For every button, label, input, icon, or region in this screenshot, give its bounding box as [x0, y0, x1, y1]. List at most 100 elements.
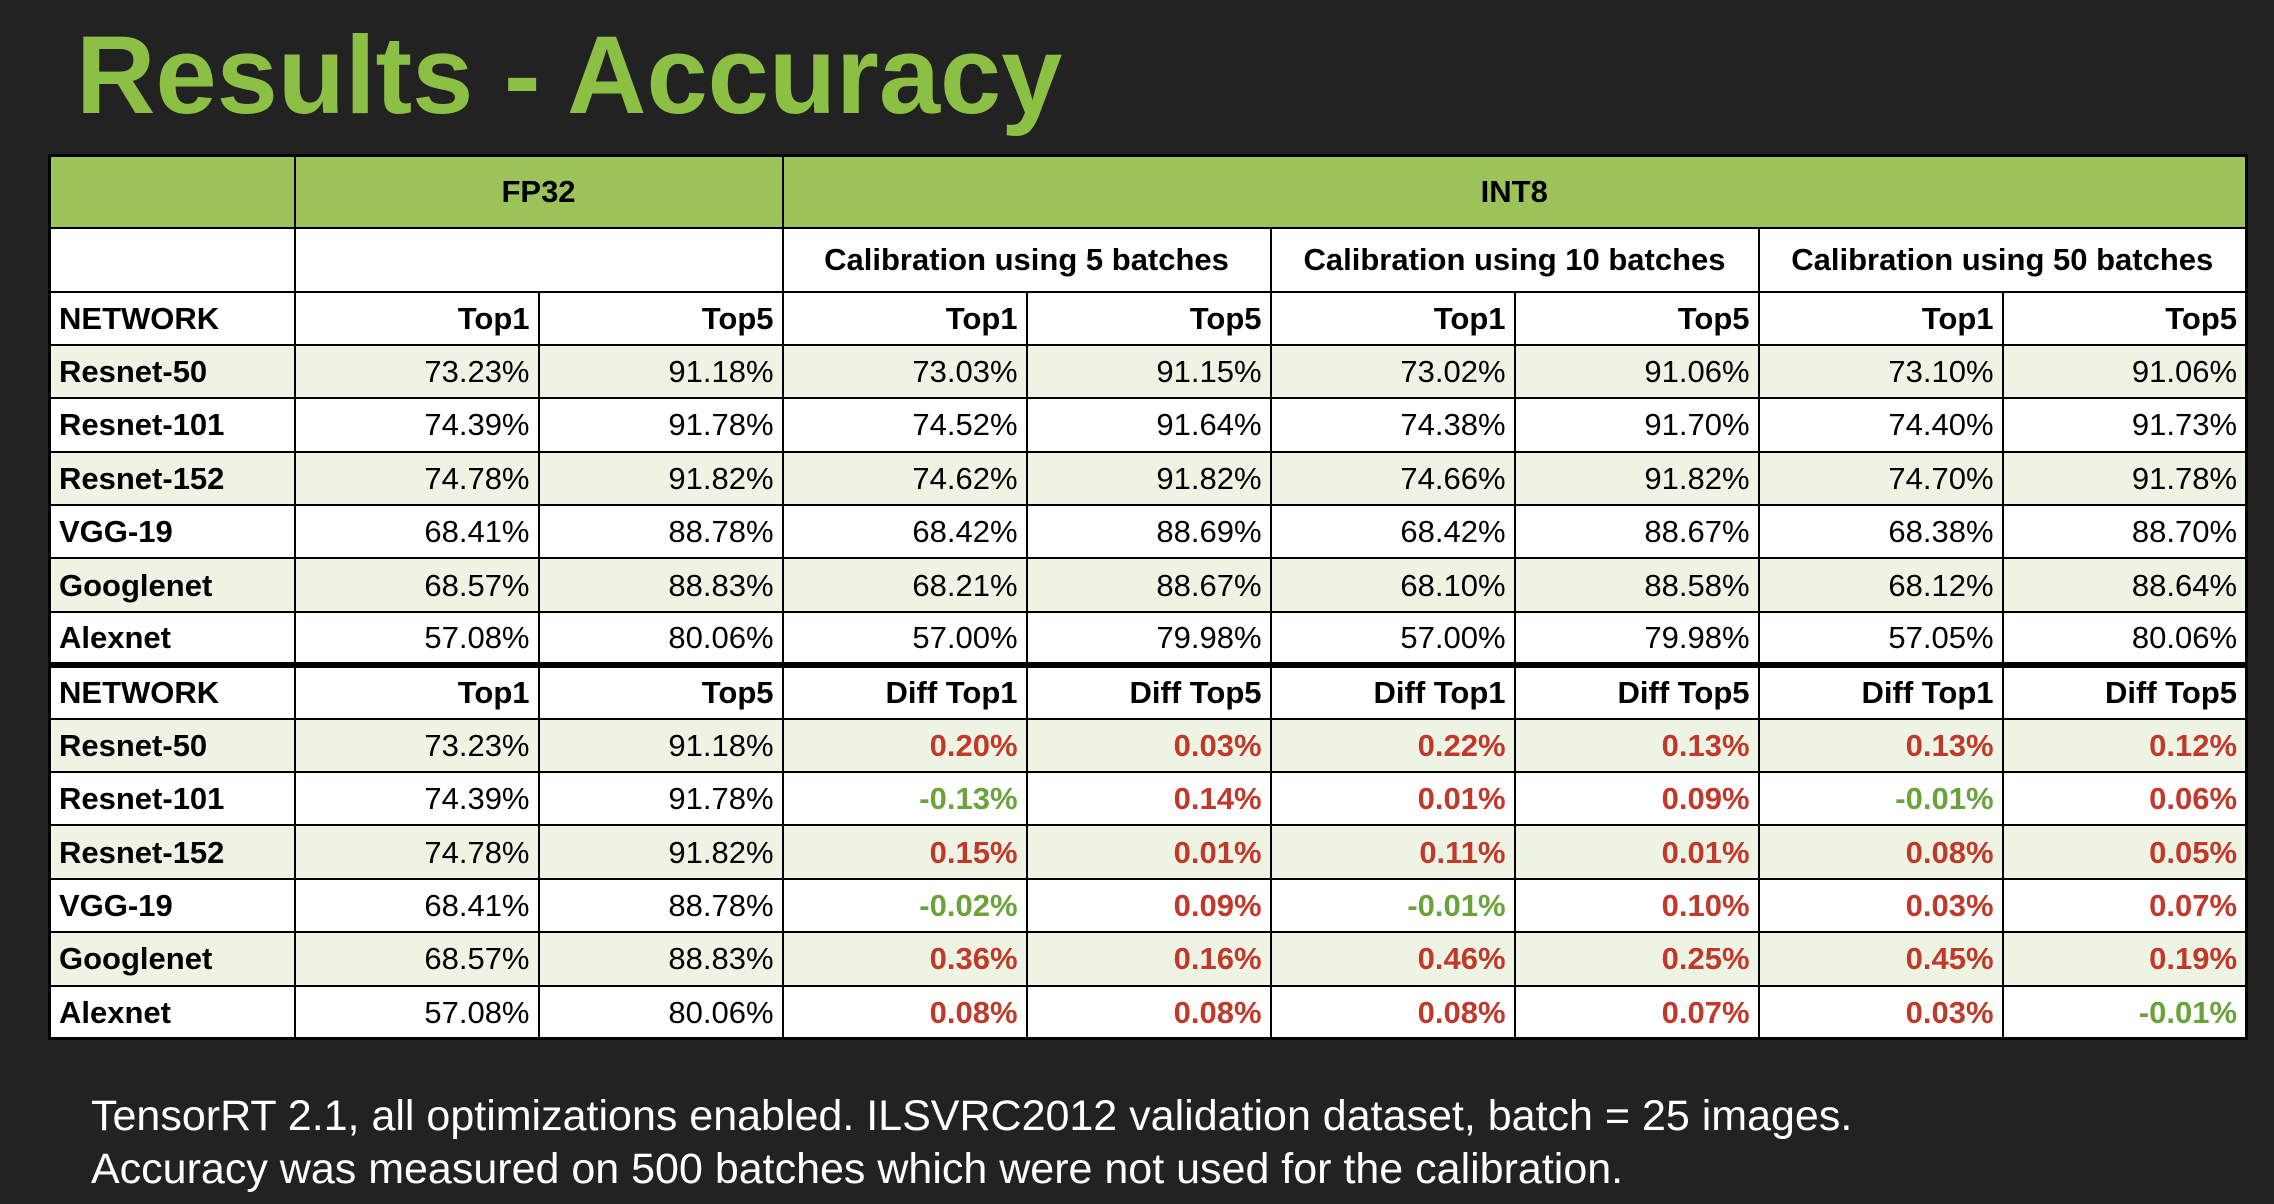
diff-value-cell: 0.22%: [1269, 717, 1516, 774]
accuracy-value-cell: 74.62%: [781, 450, 1028, 507]
network-name-cell: Resnet-101: [48, 397, 296, 453]
accuracy-value-cell: 91.06%: [1513, 343, 1760, 400]
header-empty-cell: [48, 154, 296, 229]
network-name-cell: Alexnet: [48, 610, 296, 667]
network-name-cell: Resnet-152: [48, 824, 296, 880]
diff-value-cell: 0.01%: [1025, 824, 1272, 880]
diff-value-cell: 0.12%: [2001, 717, 2248, 774]
diff-value-cell: 0.05%: [2001, 824, 2248, 880]
accuracy-value-cell: 73.03%: [781, 343, 1028, 400]
table-row: Resnet-101 74.39% 91.78% -0.13% 0.14% 0.01% 0.…: [48, 771, 2248, 827]
precision-header-row: FP32 INT8: [48, 154, 2248, 229]
diff-value-cell: 0.08%: [1269, 984, 1516, 1040]
diff-value-cell: 0.46%: [1269, 931, 1516, 987]
calibration-header-row: Calibration using 5 batches Calibration …: [48, 226, 2248, 293]
column-header: Diff Top5: [1513, 662, 1760, 720]
diff-value-cell: 0.06%: [2001, 771, 2248, 827]
accuracy-value-cell: 88.70%: [2001, 504, 2248, 560]
network-name-cell: Alexnet: [48, 984, 296, 1040]
accuracy-value-cell: 57.00%: [781, 610, 1028, 667]
subheader-empty-cell: [48, 226, 296, 293]
calibration-50-header: Calibration using 50 batches: [1757, 226, 2248, 293]
accuracy-value-cell: 91.70%: [1513, 397, 1760, 453]
accuracy-value-cell: 73.10%: [1757, 343, 2004, 400]
accuracy-value-cell: 91.82%: [1025, 450, 1272, 507]
accuracy-value-cell: 91.18%: [537, 343, 784, 400]
accuracy-value-cell: 74.70%: [1757, 450, 2004, 507]
accuracy-value-cell: 91.18%: [537, 717, 784, 774]
diff-value-cell: 0.15%: [781, 824, 1028, 880]
accuracy-value-cell: 88.67%: [1025, 557, 1272, 613]
column-header: Top1: [1269, 290, 1516, 346]
column-header: Top5: [537, 290, 784, 346]
accuracy-value-cell: 91.82%: [537, 450, 784, 507]
accuracy-value-cell: 91.64%: [1025, 397, 1272, 453]
diff-value-cell: 0.03%: [1757, 877, 2004, 934]
calibration-10-header: Calibration using 10 batches: [1269, 226, 1760, 293]
network-name-cell: VGG-19: [48, 504, 296, 560]
network-name-cell: Resnet-152: [48, 450, 296, 507]
diff-value-cell: 0.14%: [1025, 771, 1272, 827]
accuracy-value-cell: 91.73%: [2001, 397, 2248, 453]
diff-value-cell: -0.01%: [2001, 984, 2248, 1040]
accuracy-value-cell: 68.41%: [293, 504, 540, 560]
fp32-subheader-empty: [293, 226, 784, 293]
accuracy-value-cell: 68.21%: [781, 557, 1028, 613]
accuracy-value-cell: 80.06%: [2001, 610, 2248, 667]
accuracy-column-header-row: NETWORK Top1 Top5 Top1 Top5 Top1 Top5 Top1 Top5: [48, 290, 2248, 346]
column-header: Top1: [293, 290, 540, 346]
diff-value-cell: 0.01%: [1269, 771, 1516, 827]
diff-value-cell: 0.13%: [1757, 717, 2004, 774]
accuracy-value-cell: 57.08%: [293, 984, 540, 1040]
diff-value-cell: 0.01%: [1513, 824, 1760, 880]
accuracy-value-cell: 68.57%: [293, 931, 540, 987]
footnote-line-1: TensorRT 2.1, all optimizations enabled.…: [91, 1092, 1853, 1140]
column-header: Top5: [1513, 290, 1760, 346]
accuracy-value-cell: 88.78%: [537, 877, 784, 934]
table-row: Resnet-101 74.39% 91.78% 74.52% 91.64% 74.38%…: [48, 397, 2248, 453]
network-name-cell: Resnet-50: [48, 717, 296, 774]
diff-value-cell: -0.01%: [1269, 877, 1516, 934]
accuracy-value-cell: 68.38%: [1757, 504, 2004, 560]
accuracy-value-cell: 73.23%: [293, 717, 540, 774]
column-header: Top1: [781, 290, 1028, 346]
diff-value-cell: -0.13%: [781, 771, 1028, 827]
accuracy-value-cell: 88.83%: [537, 931, 784, 987]
diff-column-header-row: NETWORK Top1 Top5 Diff Top1 Diff Top5 Diff To…: [48, 662, 2248, 720]
int8-header: INT8: [781, 154, 2248, 229]
accuracy-value-cell: 91.78%: [537, 771, 784, 827]
column-header: Top5: [537, 662, 784, 720]
diff-value-cell: 0.20%: [781, 717, 1028, 774]
table-row: VGG-19 68.41% 88.78% 68.42% 88.69% 68.42% 88.6…: [48, 504, 2248, 560]
diff-value-cell: 0.07%: [2001, 877, 2248, 934]
accuracy-value-cell: 88.83%: [537, 557, 784, 613]
accuracy-value-cell: 68.42%: [781, 504, 1028, 560]
accuracy-value-cell: 79.98%: [1513, 610, 1760, 667]
diff-value-cell: 0.13%: [1513, 717, 1760, 774]
diff-value-cell: 0.09%: [1513, 771, 1760, 827]
diff-value-cell: 0.25%: [1513, 931, 1760, 987]
calibration-5-header: Calibration using 5 batches: [781, 226, 1272, 293]
network-name-cell: VGG-19: [48, 877, 296, 934]
column-header: Diff Top1: [1269, 662, 1516, 720]
accuracy-value-cell: 73.23%: [293, 343, 540, 400]
diff-value-cell: -0.02%: [781, 877, 1028, 934]
accuracy-value-cell: 91.15%: [1025, 343, 1272, 400]
table-row: Resnet-152 74.78% 91.82% 0.15% 0.01% 0.11% 0.0…: [48, 824, 2248, 880]
column-header: Top1: [1757, 290, 2004, 346]
column-header: Diff Top1: [781, 662, 1028, 720]
accuracy-value-cell: 74.39%: [293, 771, 540, 827]
accuracy-value-cell: 74.66%: [1269, 450, 1516, 507]
accuracy-value-cell: 57.08%: [293, 610, 540, 667]
accuracy-value-cell: 73.02%: [1269, 343, 1516, 400]
diff-value-cell: 0.36%: [781, 931, 1028, 987]
diff-value-cell: 0.03%: [1757, 984, 2004, 1040]
diff-value-cell: 0.45%: [1757, 931, 2004, 987]
table-row: Googlenet 68.57% 88.83% 68.21% 88.67% 68.10% 8…: [48, 557, 2248, 613]
accuracy-value-cell: 74.78%: [293, 824, 540, 880]
accuracy-value-cell: 91.78%: [2001, 450, 2248, 507]
table-row: VGG-19 68.41% 88.78% -0.02% 0.09% -0.01% 0.10%…: [48, 877, 2248, 934]
accuracy-value-cell: 80.06%: [537, 984, 784, 1040]
table-row: Alexnet 57.08% 80.06% 0.08% 0.08% 0.08% 0.07% 0…: [48, 984, 2248, 1040]
table-row: Resnet-152 74.78% 91.82% 74.62% 91.82% 74.66%…: [48, 450, 2248, 507]
